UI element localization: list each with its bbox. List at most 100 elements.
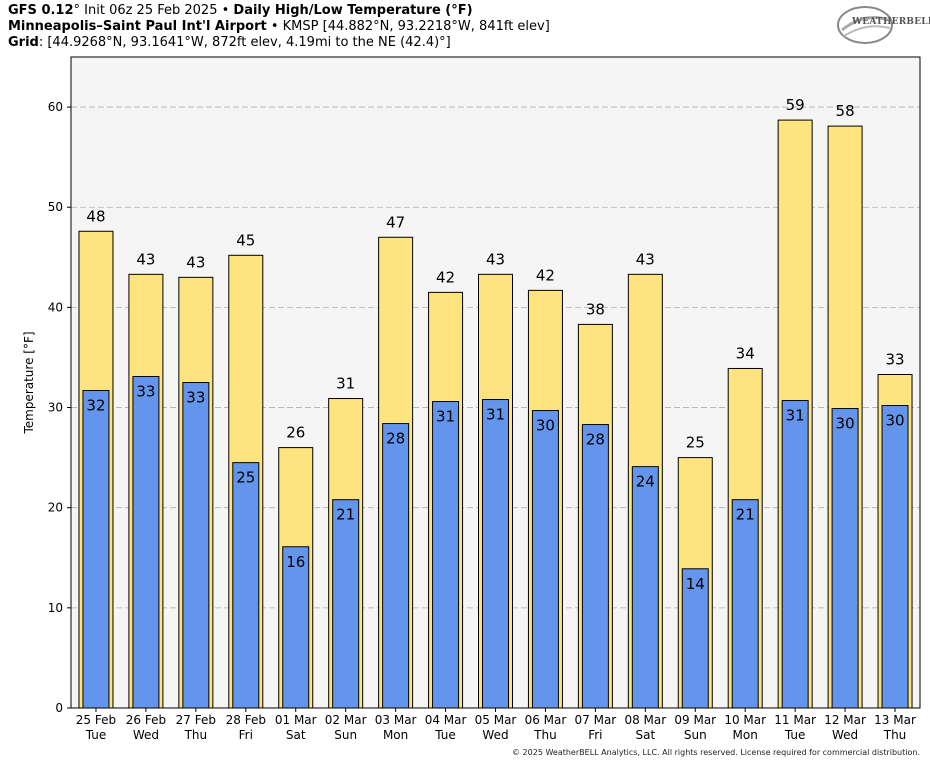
logo-text: WEATHERBELL (852, 17, 930, 27)
x-tick-weekday: Sun (684, 728, 707, 742)
low-value-label: 21 (736, 506, 755, 524)
grid-label: Grid (8, 35, 39, 50)
bar-labels: 48 32 43 33 43 33 45 25 26 16 31 21 47 28 42 31 43 31 42 30… (86, 96, 904, 593)
y-tick-label: 10 (48, 601, 63, 615)
x-tick-date: 13 Mar (874, 713, 916, 727)
x-tick-date: 10 Mar (724, 713, 766, 727)
high-value-label: 58 (836, 102, 855, 120)
low-value-label: 24 (636, 473, 655, 491)
high-value-label: 42 (436, 268, 455, 286)
low-bar (382, 423, 410, 709)
high-value-label: 38 (586, 300, 605, 318)
low-value-label: 30 (536, 417, 555, 435)
x-tick-weekday: Sun (334, 728, 357, 742)
high-value-label: 45 (236, 231, 255, 249)
high-value-label: 42 (536, 266, 555, 284)
x-tick-date: 06 Mar (525, 713, 567, 727)
x-tick-weekday: Thu (533, 728, 557, 742)
copyright-text: © 2025 WeatherBELL Analytics, LLC. All r… (512, 748, 920, 757)
x-tick-date: 02 Mar (325, 713, 367, 727)
low-bar (581, 424, 609, 709)
high-value-label: 43 (486, 250, 505, 268)
weatherbell-logo-icon (837, 6, 893, 44)
grid-info: : [44.9268°N, 93.1641°W, 872ft elev, 4.1… (38, 35, 451, 50)
x-tick-weekday: Tue (85, 728, 107, 742)
product-title: Daily High/Low Temperature (°F) (233, 3, 473, 18)
low-value-label: 33 (186, 389, 205, 407)
low-value-label: 14 (686, 575, 705, 593)
low-bar (831, 408, 859, 709)
plot-frame (70, 56, 921, 709)
low-value-label: 16 (286, 553, 305, 571)
x-tick-date: 01 Mar (275, 713, 317, 727)
low-bar (432, 401, 460, 709)
low-value-label: 32 (86, 397, 105, 415)
x-tick-date: 11 Mar (774, 713, 816, 727)
x-tick-date: 08 Mar (624, 713, 666, 727)
high-value-label: 25 (686, 434, 705, 452)
x-tick-date: 05 Mar (475, 713, 517, 727)
low-value-label: 31 (436, 408, 455, 426)
header-line-1: GFS 0.12° Init 06z 25 Feb 2025 • Daily H… (8, 3, 473, 19)
x-tick-weekday: Wed (482, 728, 508, 742)
x-tick-weekday: Sat (635, 728, 655, 742)
low-bar (482, 399, 509, 709)
low-value-label: 25 (236, 469, 255, 487)
low-bar (282, 546, 310, 709)
low-value-label: 31 (786, 407, 805, 425)
model-degree: ° (73, 3, 81, 18)
x-tick-weekday: Thu (184, 728, 208, 742)
low-bar (781, 400, 809, 709)
low-bar (631, 466, 659, 709)
x-tick-weekday: Wed (832, 728, 858, 742)
x-tick-weekday: Fri (588, 728, 602, 742)
y-tick-label: 50 (48, 200, 63, 214)
high-value-label: 48 (86, 207, 105, 225)
model-name: GFS 0.12 (8, 3, 74, 18)
y-tick-label: 40 (48, 300, 63, 314)
x-tick-weekday: Tue (784, 728, 806, 742)
init-time: Init 06z 25 Feb 2025 (80, 3, 218, 18)
y-axis-label: Temperature [°F] (22, 331, 36, 434)
high-value-label: 47 (386, 213, 405, 231)
low-value-label: 30 (836, 415, 855, 433)
high-value-label: 34 (736, 344, 755, 362)
low-bar (681, 568, 709, 709)
high-value-label: 59 (786, 96, 805, 114)
low-value-label: 28 (586, 431, 605, 449)
high-value-label: 26 (286, 424, 305, 442)
x-tick-date: 12 Mar (824, 713, 866, 727)
x-tick-weekday: Sat (286, 728, 306, 742)
x-tick-weekday: Wed (133, 728, 159, 742)
x-tick-date: 26 Feb (126, 713, 166, 727)
x-tick-date: 03 Mar (375, 713, 417, 727)
bars (78, 119, 913, 709)
low-value-label: 33 (136, 382, 155, 400)
low-bar (731, 499, 759, 709)
low-bar (182, 382, 210, 709)
y-tick-label: 30 (48, 401, 63, 415)
station-name: Minneapolis–Saint Paul Int'l Airport (8, 19, 267, 34)
header-line-2: Minneapolis–Saint Paul Int'l Airport • K… (8, 19, 550, 35)
x-tick-weekday: Mon (383, 728, 408, 742)
x-tick-date: 04 Mar (425, 713, 467, 727)
high-value-label: 43 (186, 253, 205, 271)
header-bullet: • (217, 3, 234, 18)
high-value-label: 31 (336, 375, 355, 393)
low-value-label: 21 (336, 506, 355, 524)
low-value-label: 28 (386, 430, 405, 448)
low-value-label: 30 (885, 412, 904, 430)
station-info: • KMSP [44.882°N, 93.2218°W, 841ft elev] (266, 19, 550, 34)
low-bar (232, 462, 260, 709)
x-tick-date: 25 Feb (76, 713, 116, 727)
low-bar (132, 375, 160, 709)
low-bar (82, 390, 110, 709)
low-bar (881, 405, 909, 709)
x-tick-weekday: Fri (239, 728, 253, 742)
x-tick-date: 07 Mar (575, 713, 617, 727)
low-value-label: 31 (486, 406, 505, 424)
x-tick-date: 09 Mar (674, 713, 716, 727)
low-bar (531, 410, 559, 709)
